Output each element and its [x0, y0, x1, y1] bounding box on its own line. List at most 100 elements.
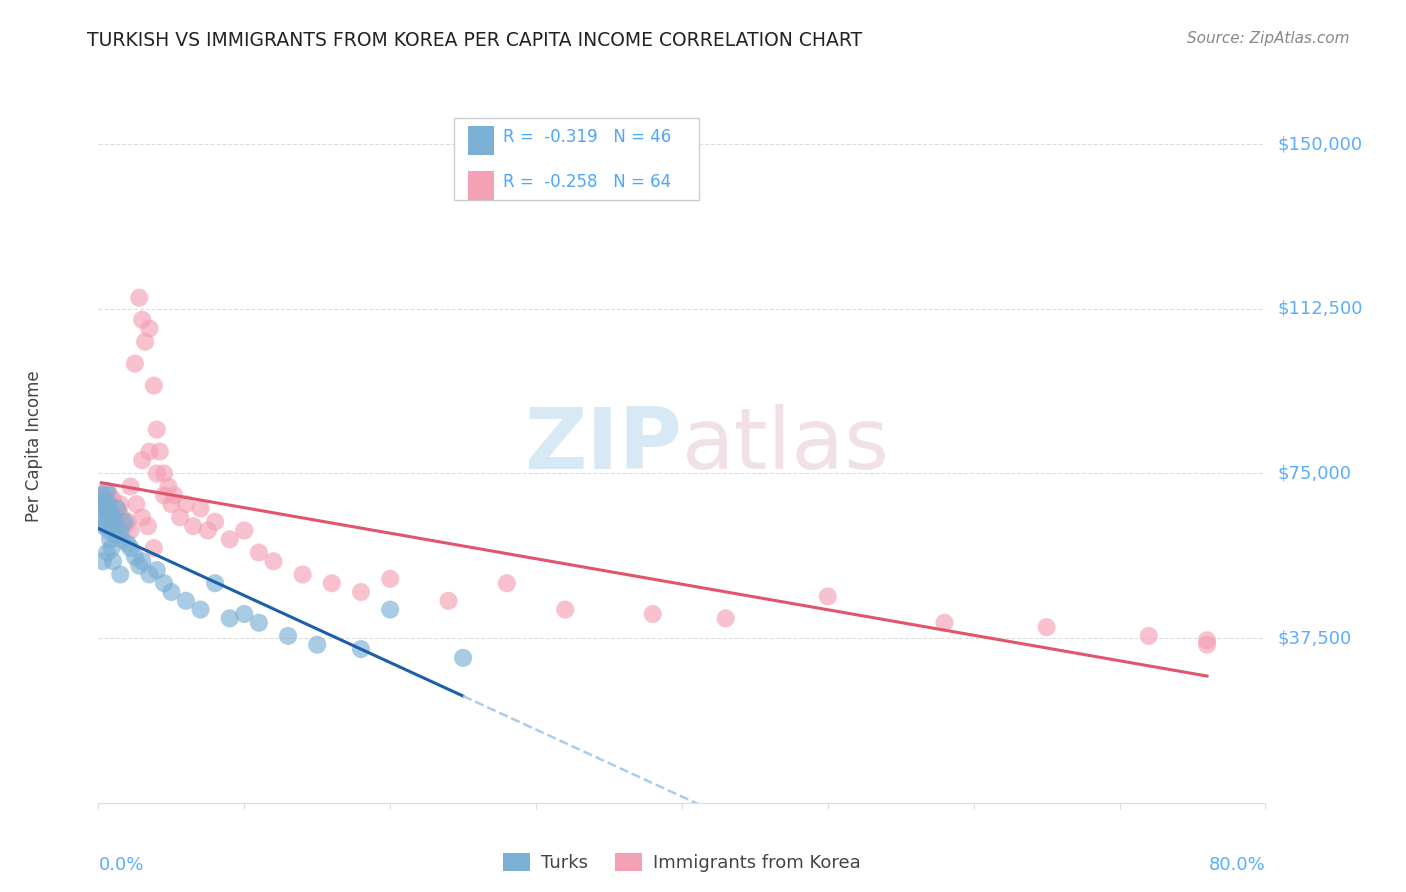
Point	[105, 515, 128, 529]
FancyBboxPatch shape	[468, 171, 494, 200]
Point	[96, 506, 118, 520]
Point	[103, 510, 125, 524]
Point	[451, 651, 474, 665]
Point	[117, 537, 139, 551]
Point	[124, 357, 146, 371]
Point	[153, 467, 176, 481]
Point	[103, 519, 125, 533]
Point	[641, 607, 664, 621]
Point	[114, 519, 136, 533]
Point	[100, 541, 122, 555]
Point	[131, 510, 153, 524]
Point	[94, 483, 117, 498]
Point	[91, 554, 114, 568]
Text: atlas: atlas	[682, 404, 890, 488]
Point	[181, 519, 204, 533]
Point	[120, 524, 142, 538]
Point	[138, 444, 160, 458]
Point	[105, 501, 128, 516]
Point	[160, 585, 183, 599]
Point	[380, 572, 402, 586]
Point	[93, 501, 115, 516]
Point	[174, 497, 197, 511]
Point	[94, 492, 117, 507]
Point	[138, 567, 160, 582]
Point	[96, 483, 118, 498]
Point	[131, 312, 153, 326]
Point	[291, 567, 314, 582]
Point	[128, 291, 150, 305]
Point	[197, 524, 219, 538]
Point	[142, 378, 165, 392]
Point	[104, 528, 127, 542]
Point	[100, 501, 122, 516]
Point	[437, 594, 460, 608]
Point	[97, 497, 120, 511]
Point	[146, 563, 169, 577]
Point	[350, 585, 373, 599]
Point	[98, 533, 121, 547]
Text: TURKISH VS IMMIGRANTS FROM KOREA PER CAPITA INCOME CORRELATION CHART: TURKISH VS IMMIGRANTS FROM KOREA PER CAP…	[87, 31, 862, 50]
Point	[110, 497, 132, 511]
Point	[91, 488, 114, 502]
Point	[204, 576, 226, 591]
Point	[247, 615, 270, 630]
Point	[98, 515, 121, 529]
Point	[131, 554, 153, 568]
Point	[111, 533, 134, 547]
Point	[714, 611, 737, 625]
Point	[218, 611, 240, 625]
Point	[321, 576, 343, 591]
Point	[142, 541, 165, 555]
Text: $75,000: $75,000	[1277, 465, 1351, 483]
Point	[93, 519, 115, 533]
Point	[934, 615, 956, 630]
Text: $150,000: $150,000	[1277, 135, 1362, 153]
Point	[100, 506, 122, 520]
Point	[174, 594, 197, 608]
Point	[120, 480, 142, 494]
Point	[93, 501, 115, 516]
Point	[146, 467, 169, 481]
Point	[218, 533, 240, 547]
Point	[153, 488, 176, 502]
Point	[114, 515, 136, 529]
Point	[97, 524, 120, 538]
Point	[98, 488, 121, 502]
Point	[104, 501, 127, 516]
Point	[117, 515, 139, 529]
FancyBboxPatch shape	[468, 127, 494, 155]
Point	[124, 549, 146, 564]
Point	[128, 558, 150, 573]
Text: $112,500: $112,500	[1277, 300, 1362, 318]
Point	[96, 492, 118, 507]
Point	[94, 515, 117, 529]
Point	[160, 497, 183, 511]
Point	[350, 642, 373, 657]
Point	[496, 576, 519, 591]
Point	[204, 515, 226, 529]
Point	[1137, 629, 1160, 643]
Point	[101, 510, 124, 524]
Point	[131, 453, 153, 467]
Point	[817, 590, 839, 604]
Point	[163, 488, 186, 502]
Point	[233, 524, 256, 538]
Point	[247, 545, 270, 559]
Point	[1195, 633, 1218, 648]
Point	[138, 321, 160, 335]
Point	[380, 602, 402, 616]
Point	[157, 480, 180, 494]
Point	[1195, 638, 1218, 652]
Point	[101, 554, 124, 568]
Legend: Turks, Immigrants from Korea: Turks, Immigrants from Korea	[496, 846, 868, 880]
Point	[111, 510, 134, 524]
Text: R =  -0.319   N = 46: R = -0.319 N = 46	[503, 128, 672, 146]
Text: $37,500: $37,500	[1277, 629, 1351, 647]
Text: R =  -0.258   N = 64: R = -0.258 N = 64	[503, 173, 672, 191]
Point	[125, 497, 148, 511]
Text: 80.0%: 80.0%	[1209, 856, 1265, 874]
Point	[169, 510, 191, 524]
Text: Per Capita Income: Per Capita Income	[25, 370, 44, 522]
Text: ZIP: ZIP	[524, 404, 682, 488]
